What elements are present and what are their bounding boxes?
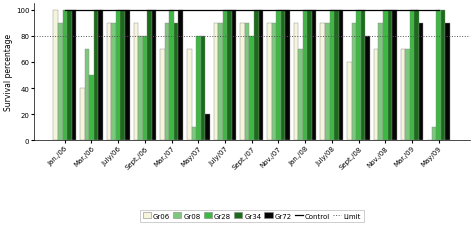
- Bar: [356, 11, 361, 141]
- Bar: [228, 11, 232, 141]
- Bar: [120, 11, 125, 141]
- Bar: [201, 37, 205, 141]
- Bar: [134, 24, 138, 141]
- Bar: [446, 24, 450, 141]
- Bar: [169, 11, 174, 141]
- Bar: [329, 11, 334, 141]
- Bar: [240, 24, 245, 141]
- Bar: [361, 11, 365, 141]
- Bar: [63, 11, 67, 141]
- Bar: [67, 11, 72, 141]
- Bar: [378, 24, 383, 141]
- Bar: [85, 50, 89, 141]
- Bar: [254, 11, 258, 141]
- Bar: [107, 24, 111, 141]
- Bar: [125, 11, 129, 141]
- Bar: [174, 24, 178, 141]
- Bar: [419, 24, 423, 141]
- Bar: [187, 50, 191, 141]
- Bar: [223, 11, 228, 141]
- Bar: [218, 24, 223, 141]
- Bar: [196, 37, 201, 141]
- Bar: [58, 24, 63, 141]
- Bar: [205, 115, 210, 141]
- Bar: [80, 89, 85, 141]
- Bar: [441, 11, 446, 141]
- Bar: [338, 11, 343, 141]
- Bar: [308, 11, 312, 141]
- Bar: [298, 50, 303, 141]
- Bar: [267, 24, 272, 141]
- Bar: [303, 11, 308, 141]
- Bar: [437, 11, 441, 141]
- Bar: [281, 11, 285, 141]
- Bar: [272, 24, 276, 141]
- Bar: [312, 11, 317, 141]
- Bar: [178, 11, 183, 141]
- Bar: [405, 50, 410, 141]
- Bar: [334, 11, 338, 141]
- Bar: [325, 24, 329, 141]
- Bar: [111, 24, 116, 141]
- Bar: [143, 37, 147, 141]
- Bar: [347, 63, 352, 141]
- Bar: [191, 128, 196, 141]
- Bar: [116, 11, 120, 141]
- Legend: Gr06, Gr08, Gr28, Gr34, Gr72, Control, Limit: Gr06, Gr08, Gr28, Gr34, Gr72, Control, L…: [140, 210, 364, 222]
- Bar: [98, 11, 103, 141]
- Bar: [138, 37, 143, 141]
- Bar: [352, 24, 356, 141]
- Bar: [258, 11, 263, 141]
- Bar: [392, 11, 397, 141]
- Bar: [152, 11, 156, 141]
- Bar: [383, 11, 388, 141]
- Bar: [165, 24, 169, 141]
- Bar: [249, 37, 254, 141]
- Bar: [432, 128, 437, 141]
- Bar: [89, 76, 94, 141]
- Bar: [414, 11, 419, 141]
- Y-axis label: Survival percentage: Survival percentage: [4, 34, 13, 111]
- Bar: [94, 11, 98, 141]
- Bar: [245, 24, 249, 141]
- Bar: [72, 11, 76, 141]
- Bar: [294, 24, 298, 141]
- Bar: [276, 11, 281, 141]
- Bar: [401, 50, 405, 141]
- Bar: [285, 11, 290, 141]
- Bar: [374, 50, 378, 141]
- Bar: [365, 37, 370, 141]
- Bar: [232, 11, 237, 141]
- Bar: [214, 24, 218, 141]
- Bar: [320, 24, 325, 141]
- Bar: [147, 11, 152, 141]
- Bar: [160, 50, 165, 141]
- Bar: [54, 11, 58, 141]
- Bar: [388, 11, 392, 141]
- Bar: [410, 11, 414, 141]
